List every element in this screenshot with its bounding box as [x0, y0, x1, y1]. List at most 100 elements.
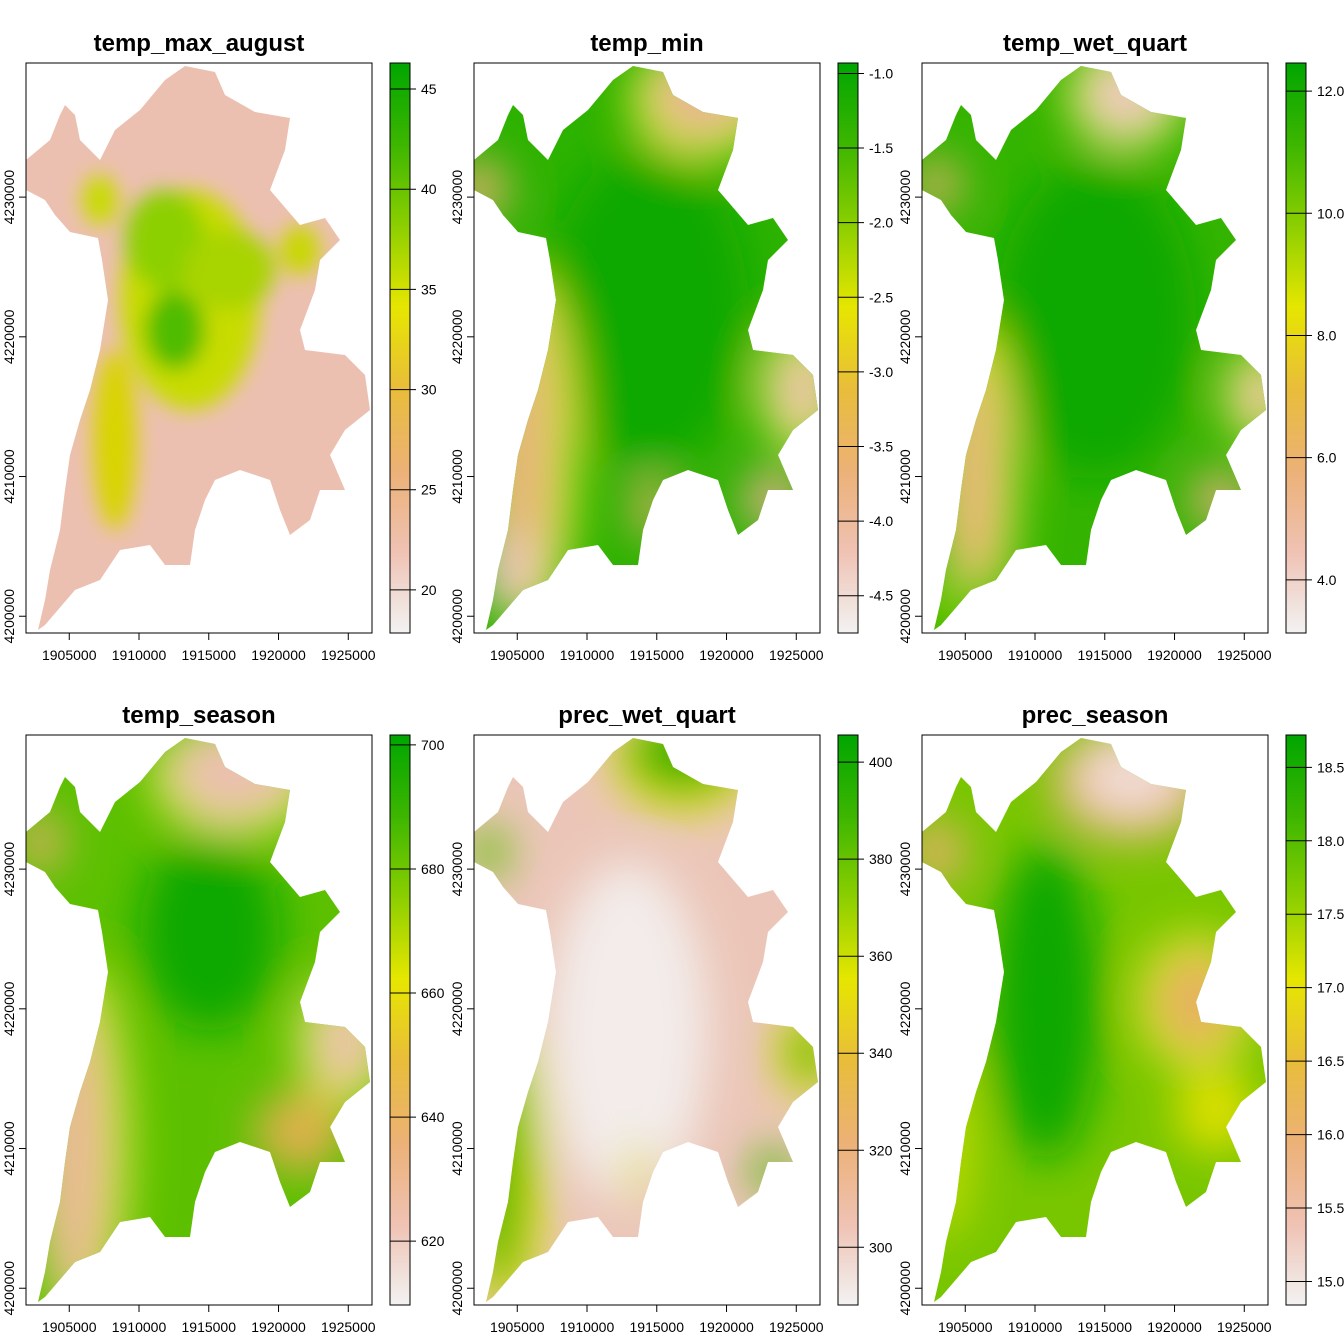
- legend-tick-label: 40: [421, 181, 437, 197]
- raster-map: [922, 738, 1266, 1302]
- raster-cell-region: [170, 738, 300, 817]
- x-tick-label: 1915000: [630, 1319, 685, 1335]
- raster-cell-region: [996, 160, 1196, 480]
- y-tick-label: 4220000: [449, 981, 465, 1036]
- panel-prec-season: prec_season 1905000 1910000 1915000 1920000 1…: [897, 702, 1344, 1335]
- raster-cell-region: [478, 530, 538, 610]
- raster-cell-region: [185, 230, 275, 310]
- legend-tick-label: 16.5: [1317, 1053, 1344, 1069]
- panel-title: temp_season: [122, 702, 275, 729]
- y-tick-label: 4230000: [897, 170, 913, 225]
- legend-colorbar: [837, 734, 859, 1306]
- panel-temp-min: temp_min 1905000 1910000 1915000 1920000 1925…: [449, 30, 893, 663]
- legend-tick-label: 10.0: [1317, 205, 1344, 221]
- legend-tick-label: 16.0: [1317, 1127, 1344, 1143]
- y-tick-label: 4200000: [449, 1261, 465, 1316]
- legend-ticks: 620 640 660 680 700: [390, 737, 445, 1249]
- panel-prec-wet-quart: prec_wet_quart 1905000 1910000 1915000 19200…: [449, 702, 893, 1335]
- x-tick-label: 1925000: [769, 1319, 824, 1335]
- x-tick-label: 1925000: [321, 647, 376, 663]
- y-tick-label: 4230000: [1, 170, 17, 225]
- x-tick-label: 1915000: [182, 647, 237, 663]
- y-tick-label: 4210000: [897, 1121, 913, 1176]
- raster-cell-region: [922, 160, 961, 210]
- raster-cell-region: [1176, 1072, 1256, 1152]
- raster-cell-region: [922, 570, 996, 630]
- x-tick-label: 1910000: [560, 1319, 615, 1335]
- raster-cell-region: [1156, 952, 1236, 1052]
- y-tick-label: 4200000: [449, 589, 465, 644]
- panel-temp-wet-quart: temp_wet_quart 1905000 1910000 1915000 19200…: [897, 30, 1344, 663]
- x-tick-label: 1920000: [699, 647, 754, 663]
- y-tick-label: 4230000: [449, 170, 465, 225]
- plot-frame: [473, 734, 821, 1306]
- x-tick-label: 1905000: [42, 647, 97, 663]
- raster-map: [922, 66, 1266, 630]
- x-tick-label: 1910000: [112, 647, 167, 663]
- x-tick-label: 1915000: [630, 647, 685, 663]
- raster-cell-region: [950, 360, 998, 600]
- legend-tick-label: 8.0: [1317, 327, 1337, 343]
- legend-colorbar: [1285, 62, 1307, 634]
- x-tick-label: 1925000: [1217, 647, 1272, 663]
- raster-cell-region: [751, 1150, 795, 1194]
- raster-map: [474, 66, 818, 630]
- raster-cell-region: [43, 992, 107, 1302]
- raster-cell-region: [140, 832, 280, 1032]
- legend-tick-label: -1.0: [869, 65, 893, 81]
- legend-ticks: 20 25 30 35 40 45: [390, 81, 437, 598]
- legend-tick-label: 18.5: [1317, 759, 1344, 775]
- plot-frame: [25, 62, 373, 634]
- legend-tick-label: 400: [869, 754, 893, 770]
- y-tick-label: 4210000: [449, 449, 465, 504]
- raster-cell-region: [743, 470, 803, 530]
- raster-cell-region: [1191, 472, 1251, 528]
- raster-map: [26, 66, 370, 630]
- x-tick-label: 1910000: [112, 1319, 167, 1335]
- legend-colorbar: [389, 734, 411, 1306]
- legend-tick-label: 700: [421, 737, 445, 753]
- raster-cell-region: [1086, 66, 1166, 133]
- y-tick-label: 4230000: [449, 842, 465, 897]
- legend-tick-label: 300: [869, 1239, 893, 1255]
- legend-tick-label: 340: [869, 1045, 893, 1061]
- panel-temp-season: temp_season 1905000 1910000 1915000 1920000 1…: [1, 702, 445, 1335]
- legend-colorbar: [389, 62, 411, 634]
- y-tick-label: 4210000: [897, 449, 913, 504]
- x-tick-label: 1920000: [1147, 647, 1202, 663]
- plot-frame: [473, 62, 821, 634]
- panel-title: temp_wet_quart: [1003, 30, 1187, 57]
- legend-tick-label: 35: [421, 281, 437, 297]
- plot-frame: [921, 734, 1269, 1306]
- y-tick-label: 4200000: [1, 1261, 17, 1316]
- legend-tick-label: -4.0: [869, 513, 893, 529]
- legend-tick-label: -2.0: [869, 215, 893, 231]
- legend-ticks: 15.0 15.5 16.0 16.5 17.0 17.5 18.0 18.5: [1286, 759, 1344, 1289]
- legend-tick-label: 360: [869, 948, 893, 964]
- x-tick-label: 1910000: [560, 647, 615, 663]
- x-tick-label: 1925000: [769, 647, 824, 663]
- y-tick-label: 4200000: [1, 589, 17, 644]
- raster-cell-region: [628, 66, 778, 160]
- raster-cell-region: [653, 66, 753, 135]
- raster-cell-region: [474, 1032, 523, 1292]
- legend-tick-label: 17.5: [1317, 906, 1344, 922]
- legend-tick-label: 680: [421, 861, 445, 877]
- y-tick-label: 4220000: [449, 309, 465, 364]
- x-tick-label: 1910000: [1008, 647, 1063, 663]
- raster-cell-region: [922, 1042, 976, 1242]
- legend-tick-label: 380: [869, 851, 893, 867]
- y-tick-label: 4210000: [1, 449, 17, 504]
- x-tick-label: 1905000: [938, 647, 993, 663]
- raster-map: [26, 738, 370, 1302]
- panel-title: temp_max_august: [94, 30, 305, 57]
- x-tick-label: 1920000: [1147, 1319, 1202, 1335]
- raster-cell-region: [315, 997, 370, 1087]
- panel-temp-max-august: temp_max_august 1905000 1910000 1915000 1920…: [1, 30, 437, 663]
- x-tick-label: 1920000: [251, 647, 306, 663]
- raster-cell-region: [1239, 363, 1266, 427]
- legend-ticks: 4.0 6.0 8.0 10.0 12.0: [1286, 83, 1344, 588]
- legend-colorbar: [837, 62, 859, 634]
- plot-frame: [921, 62, 1269, 634]
- x-tick-label: 1925000: [1217, 1319, 1272, 1335]
